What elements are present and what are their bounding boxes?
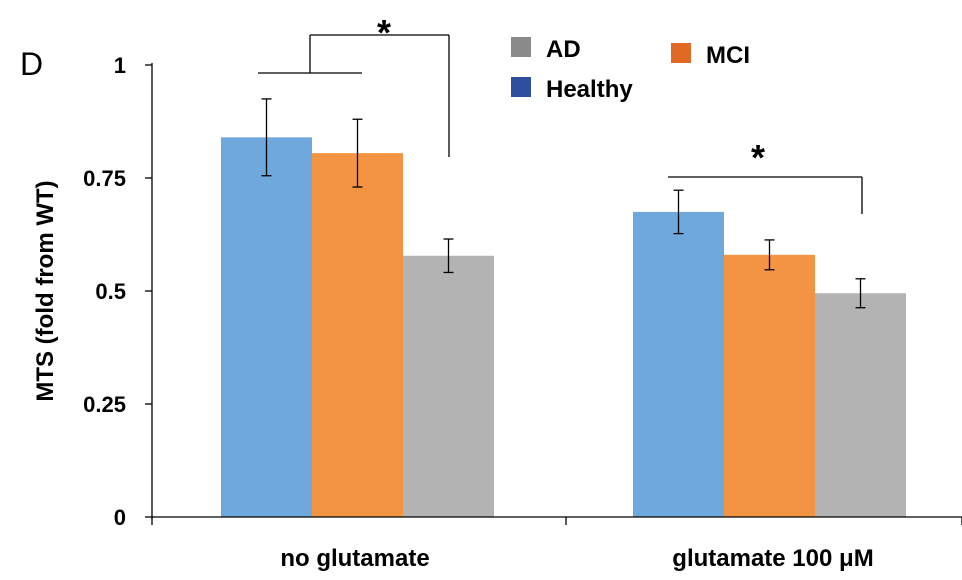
- error-bar-ad-1: [443, 238, 454, 274]
- significance-star-1: *: [377, 12, 391, 53]
- y-tick-label: 1: [114, 53, 126, 78]
- legend-label-ad: AD: [546, 36, 581, 63]
- legend-label-healthy: Healthy: [546, 76, 633, 103]
- x-category-label: glutamate 100 μM: [672, 545, 873, 572]
- bar-ad-2: [815, 293, 906, 517]
- x-category-label: no glutamate: [280, 545, 429, 572]
- bar-healthy-2: [633, 211, 724, 517]
- bar-healthy-1: [221, 137, 312, 517]
- y-tick-label: 0.25: [83, 392, 126, 417]
- y-axis-title: MTS (fold from WT): [32, 180, 59, 401]
- error-bar-mci-2: [764, 239, 775, 271]
- bar-ad-1: [403, 255, 494, 517]
- y-tick-label: 0.75: [83, 166, 126, 191]
- error-bar-healthy-2: [673, 189, 684, 235]
- y-tick-label: 0.5: [95, 279, 126, 304]
- bar-mci-1: [312, 153, 403, 517]
- y-tick-label: 0: [114, 505, 126, 530]
- error-bar-mci-1: [352, 118, 363, 188]
- significance-bracket-2: [668, 176, 863, 214]
- significance-star-2: *: [751, 137, 765, 178]
- legend-swatch-healthy: [511, 77, 531, 97]
- error-bar-healthy-1: [261, 98, 272, 177]
- legend-label-mci: MCI: [706, 42, 750, 69]
- error-bar-ad-2: [855, 278, 866, 309]
- bar-mci-2: [724, 254, 815, 517]
- panel-label: D: [20, 46, 43, 82]
- legend-swatch-mci: [671, 43, 691, 63]
- legend-swatch-ad: [511, 37, 531, 57]
- significance-bracket-1: [258, 34, 450, 157]
